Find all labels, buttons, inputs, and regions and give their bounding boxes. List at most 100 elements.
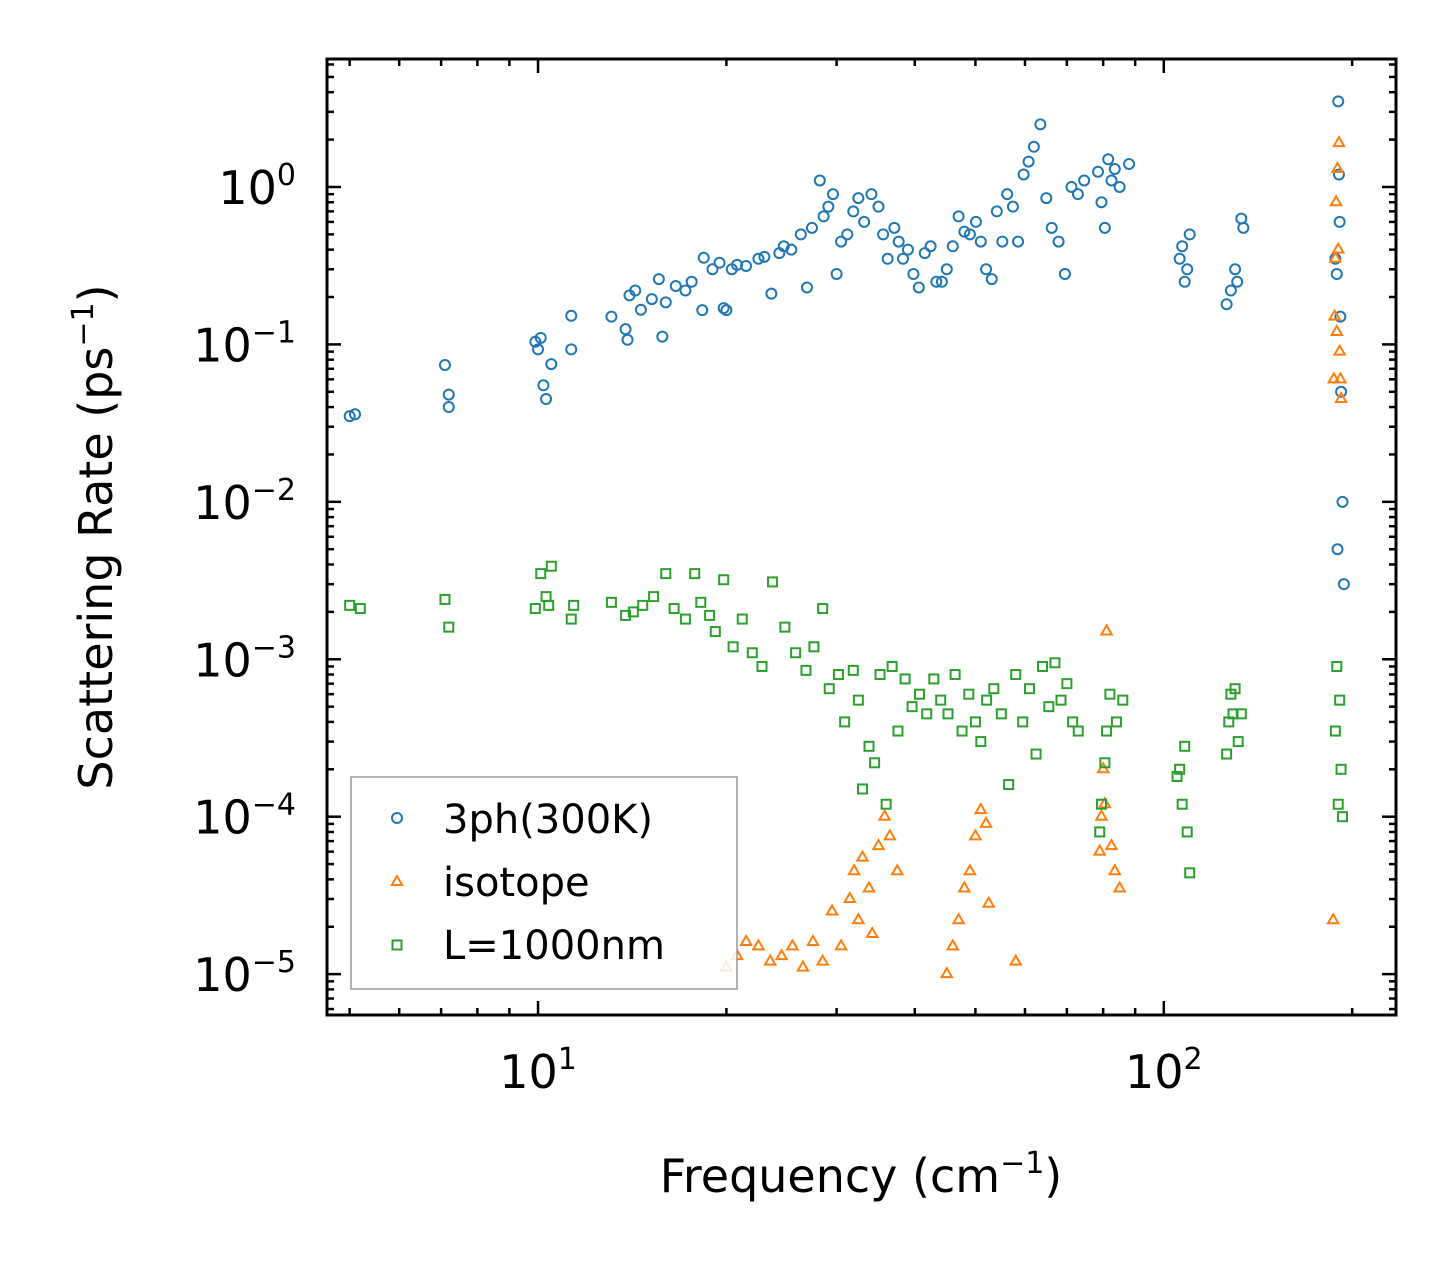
point-circle-0-84: [1027, 140, 1040, 153]
y-tick-label: 10−4: [193, 788, 296, 845]
point-triangle-1-24: [951, 912, 966, 925]
point-square-2-79: [1117, 694, 1129, 706]
y-tick-label: 10−1: [193, 315, 296, 372]
point-square-2-97: [1335, 763, 1347, 775]
point-triangle-1-35: [1097, 796, 1112, 809]
point-square-2-80: [1171, 771, 1183, 783]
point-circle-0-6: [532, 343, 545, 356]
point-square-2-46: [899, 673, 911, 685]
point-square-2-63: [1017, 716, 1029, 728]
point-circle-0-3: [442, 388, 455, 401]
point-triangle-1-42: [1327, 308, 1342, 321]
point-circle-0-41: [794, 228, 807, 241]
point-circle-0-115: [1332, 95, 1345, 108]
point-circle-0-109: [1231, 275, 1244, 288]
point-circle-0-57: [881, 252, 894, 265]
point-circle-0-27: [697, 251, 710, 264]
point-square-2-13: [627, 606, 639, 618]
point-triangle-1-45: [1329, 323, 1344, 336]
point-square-2-56: [969, 716, 981, 728]
point-circle-0-65: [924, 240, 937, 253]
point-square-2-76: [1101, 725, 1113, 737]
point-circle-0-71: [958, 225, 971, 238]
point-circle-0-59: [892, 235, 905, 248]
y-tick-label: 10−2: [193, 473, 296, 530]
point-square-2-21: [704, 609, 716, 621]
point-circle-0-111: [1237, 221, 1250, 234]
point-circle-0-79: [1001, 188, 1014, 201]
point-circle-0-39: [777, 240, 790, 253]
point-circle-0-96: [1102, 153, 1115, 166]
point-circle-0-92: [1078, 174, 1091, 187]
point-circle-0-102: [1176, 240, 1189, 253]
point-square-2-82: [1176, 798, 1188, 810]
point-triangle-1-21: [890, 863, 905, 876]
point-circle-0-81: [1012, 235, 1025, 248]
legend-marker-isotope: [390, 874, 404, 886]
point-circle-0-83: [1022, 155, 1035, 168]
legend-label-boundary: L=1000nm: [443, 923, 665, 969]
point-circle-0-17: [629, 284, 642, 297]
point-square-2-0: [344, 599, 356, 611]
point-circle-0-1: [349, 408, 362, 421]
point-circle-0-46: [822, 200, 835, 213]
point-square-2-61: [1003, 779, 1015, 791]
point-triangle-1-43: [1328, 250, 1343, 263]
point-square-2-60: [995, 708, 1007, 720]
point-circle-0-82: [1017, 168, 1030, 181]
tick-labels: 101 102 100 10−1 10−2 10−3 10−4 10−5: [193, 158, 1202, 1099]
point-circle-0-43: [805, 221, 818, 234]
point-triangle-1-37: [1104, 838, 1119, 851]
y-tick-label: 10−5: [193, 945, 296, 1002]
point-square-2-41: [869, 757, 881, 769]
point-circle-0-47: [826, 188, 839, 201]
point-circle-0-104: [1181, 263, 1194, 276]
point-circle-0-90: [1065, 180, 1078, 193]
point-triangle-1-9: [815, 953, 830, 966]
point-square-2-58: [981, 694, 993, 706]
point-circle-0-73: [969, 215, 982, 228]
point-circle-0-101: [1173, 252, 1186, 265]
point-circle-0-78: [996, 235, 1009, 248]
point-circle-0-86: [1040, 192, 1053, 205]
point-circle-0-113: [1330, 268, 1343, 281]
point-circle-0-76: [985, 273, 998, 286]
point-circle-0-44: [813, 174, 826, 187]
point-circle-0-9: [540, 393, 553, 406]
point-square-2-75: [1099, 757, 1111, 769]
point-square-2-92: [1235, 708, 1247, 720]
legend-marker-3ph: [391, 812, 403, 824]
point-triangle-1-40: [1326, 912, 1341, 925]
point-triangle-1-30: [981, 895, 996, 908]
point-circle-0-95: [1098, 221, 1111, 234]
point-triangle-1-13: [847, 863, 862, 876]
point-square-2-33: [817, 603, 829, 615]
point-square-2-96: [1334, 694, 1346, 706]
point-square-2-38: [852, 694, 864, 706]
point-square-2-64: [1023, 683, 1035, 695]
point-square-2-54: [956, 725, 968, 737]
point-circle-0-31: [720, 304, 733, 317]
point-triangle-1-26: [963, 863, 977, 876]
point-square-2-53: [949, 669, 961, 681]
point-circle-0-72: [963, 228, 976, 241]
point-square-2-28: [767, 576, 779, 588]
point-square-2-66: [1037, 660, 1049, 672]
point-square-2-25: [736, 613, 748, 625]
point-circle-0-64: [918, 247, 931, 260]
point-circle-0-88: [1052, 235, 1065, 248]
point-square-2-42: [874, 669, 886, 681]
point-circle-0-60: [896, 252, 909, 265]
point-square-2-62: [1010, 669, 1022, 681]
point-circle-0-52: [852, 192, 865, 205]
x-tick-label: 102: [1125, 1042, 1203, 1099]
point-circle-0-85: [1034, 118, 1047, 131]
point-triangle-1-22: [939, 966, 954, 979]
point-square-2-70: [1061, 678, 1073, 690]
point-circle-0-114: [1331, 543, 1344, 556]
point-square-2-44: [886, 660, 898, 672]
point-square-2-1: [354, 603, 366, 615]
point-square-2-45: [892, 725, 904, 737]
point-square-2-74: [1095, 798, 1107, 810]
point-square-2-29: [779, 621, 791, 633]
